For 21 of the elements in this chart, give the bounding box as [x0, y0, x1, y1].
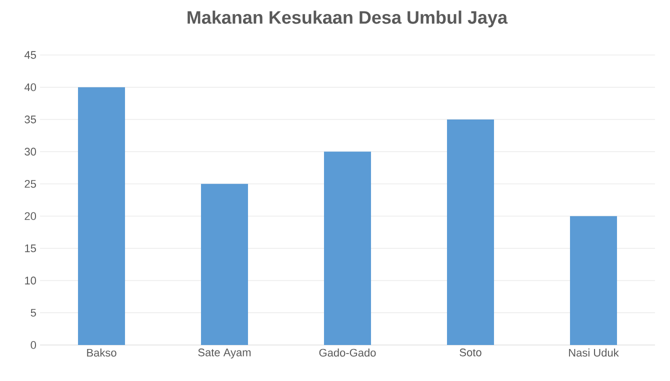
chart-title: Makanan Kesukaan Desa Umbul Jaya: [188, 10, 508, 28]
y-tick-label: 10: [25, 276, 36, 284]
y-tick-label: 30: [24, 148, 36, 156]
bar: [78, 87, 125, 345]
y-tick-label: 25: [24, 180, 36, 188]
y-tick-label: 5: [30, 308, 36, 317]
x-tick-label: Bakso: [87, 348, 116, 357]
y-tick-label: 40: [24, 83, 36, 92]
bar: [324, 152, 371, 345]
x-tick-label: Gado-Gado: [319, 348, 376, 357]
y-tick-label: 45: [24, 51, 36, 59]
bar: [570, 216, 617, 345]
x-tick-label: Nasi Uduk: [569, 348, 619, 357]
y-tick-label: 0: [30, 341, 36, 349]
bar: [447, 119, 494, 345]
x-tick-label: Soto: [460, 348, 482, 356]
y-tick-label: 35: [24, 116, 36, 124]
y-tick-label: 15: [25, 244, 36, 252]
y-tick-label: 20: [24, 212, 36, 220]
x-tick-label: Sate Ayam: [198, 348, 251, 358]
bar: [201, 184, 248, 345]
